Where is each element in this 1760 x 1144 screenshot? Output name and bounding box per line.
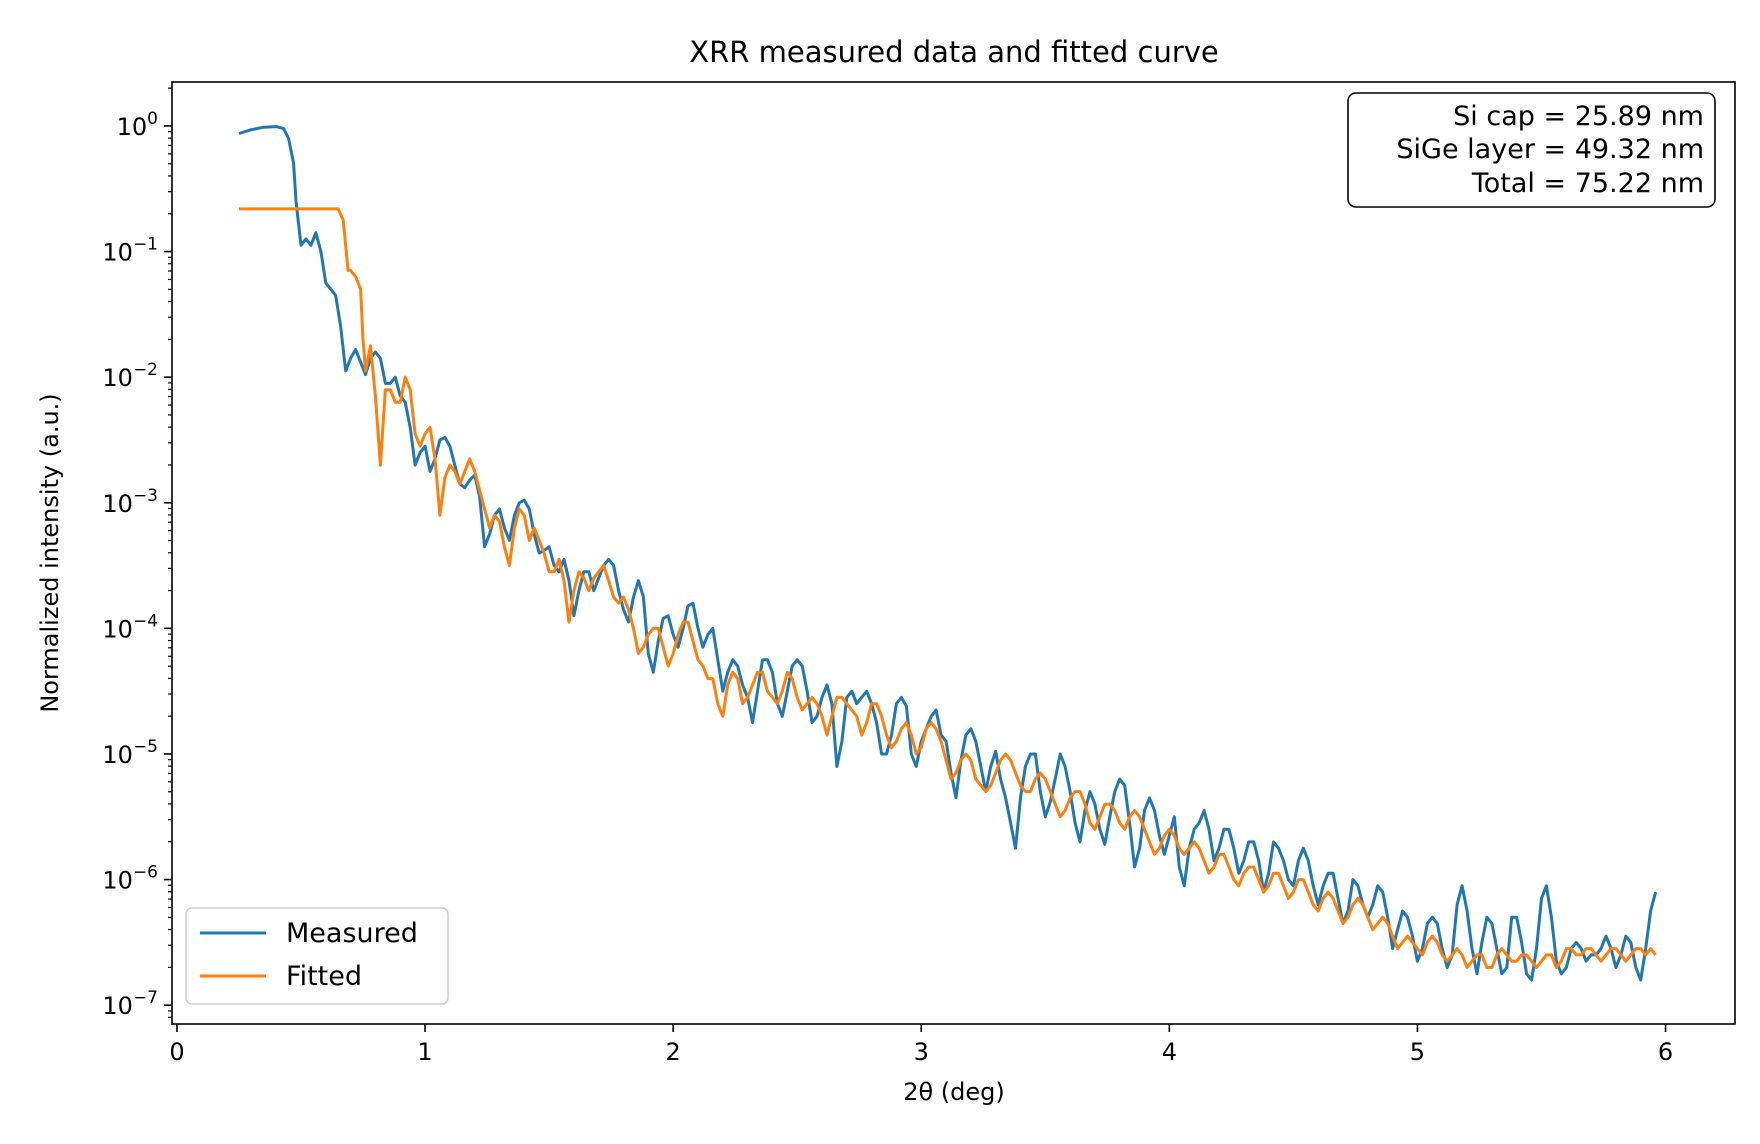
- y-axis-title: Normalized intensity (a.u.): [36, 393, 64, 712]
- y-tick-label: 100: [117, 109, 158, 141]
- y-tick-label: 10−6: [102, 863, 158, 895]
- thickness-annotation: Si cap = 25.89 nm SiGe layer = 49.32 nm …: [1347, 92, 1716, 208]
- y-tick-label: 10−2: [102, 360, 158, 392]
- x-axis: 0 1 2 3 4 5 6: [169, 1024, 1673, 1066]
- y-tick-label: 10−7: [102, 988, 158, 1020]
- annotation-frame: [1347, 92, 1716, 208]
- chart-title: XRR measured data and fitted curve: [689, 35, 1219, 69]
- annotation-si-cap: Si cap = 25.89 nm: [1453, 101, 1704, 132]
- series-line-fitted: [239, 207, 1657, 969]
- x-tick-label: 2: [666, 1038, 681, 1066]
- y-axis: 100 10−1 10−2 10−3 10−4 10−5 10−6 10−7: [102, 87, 172, 1020]
- x-tick-label: 5: [1410, 1038, 1425, 1066]
- y-tick-label: 10−5: [102, 737, 158, 769]
- annotation-total: Total = 75.22 nm: [1471, 168, 1704, 199]
- legend: Measured Fitted: [185, 907, 449, 1005]
- annotation-sige-layer: SiGe layer = 49.32 nm: [1396, 134, 1704, 165]
- x-tick-label: 1: [417, 1038, 432, 1066]
- legend-label-fitted: Fitted: [286, 961, 362, 992]
- x-tick-label: 6: [1658, 1038, 1673, 1066]
- x-tick-label: 0: [169, 1038, 184, 1066]
- y-tick-label: 10−4: [102, 611, 158, 643]
- x-axis-title: 2θ (deg): [903, 1078, 1005, 1106]
- y-tick-label: 10−3: [102, 486, 158, 518]
- x-tick-label: 3: [914, 1038, 929, 1066]
- legend-label-measured: Measured: [286, 918, 418, 949]
- x-tick-label: 4: [1162, 1038, 1177, 1066]
- series-layer: [238, 125, 1658, 982]
- y-tick-label: 10−1: [102, 235, 158, 267]
